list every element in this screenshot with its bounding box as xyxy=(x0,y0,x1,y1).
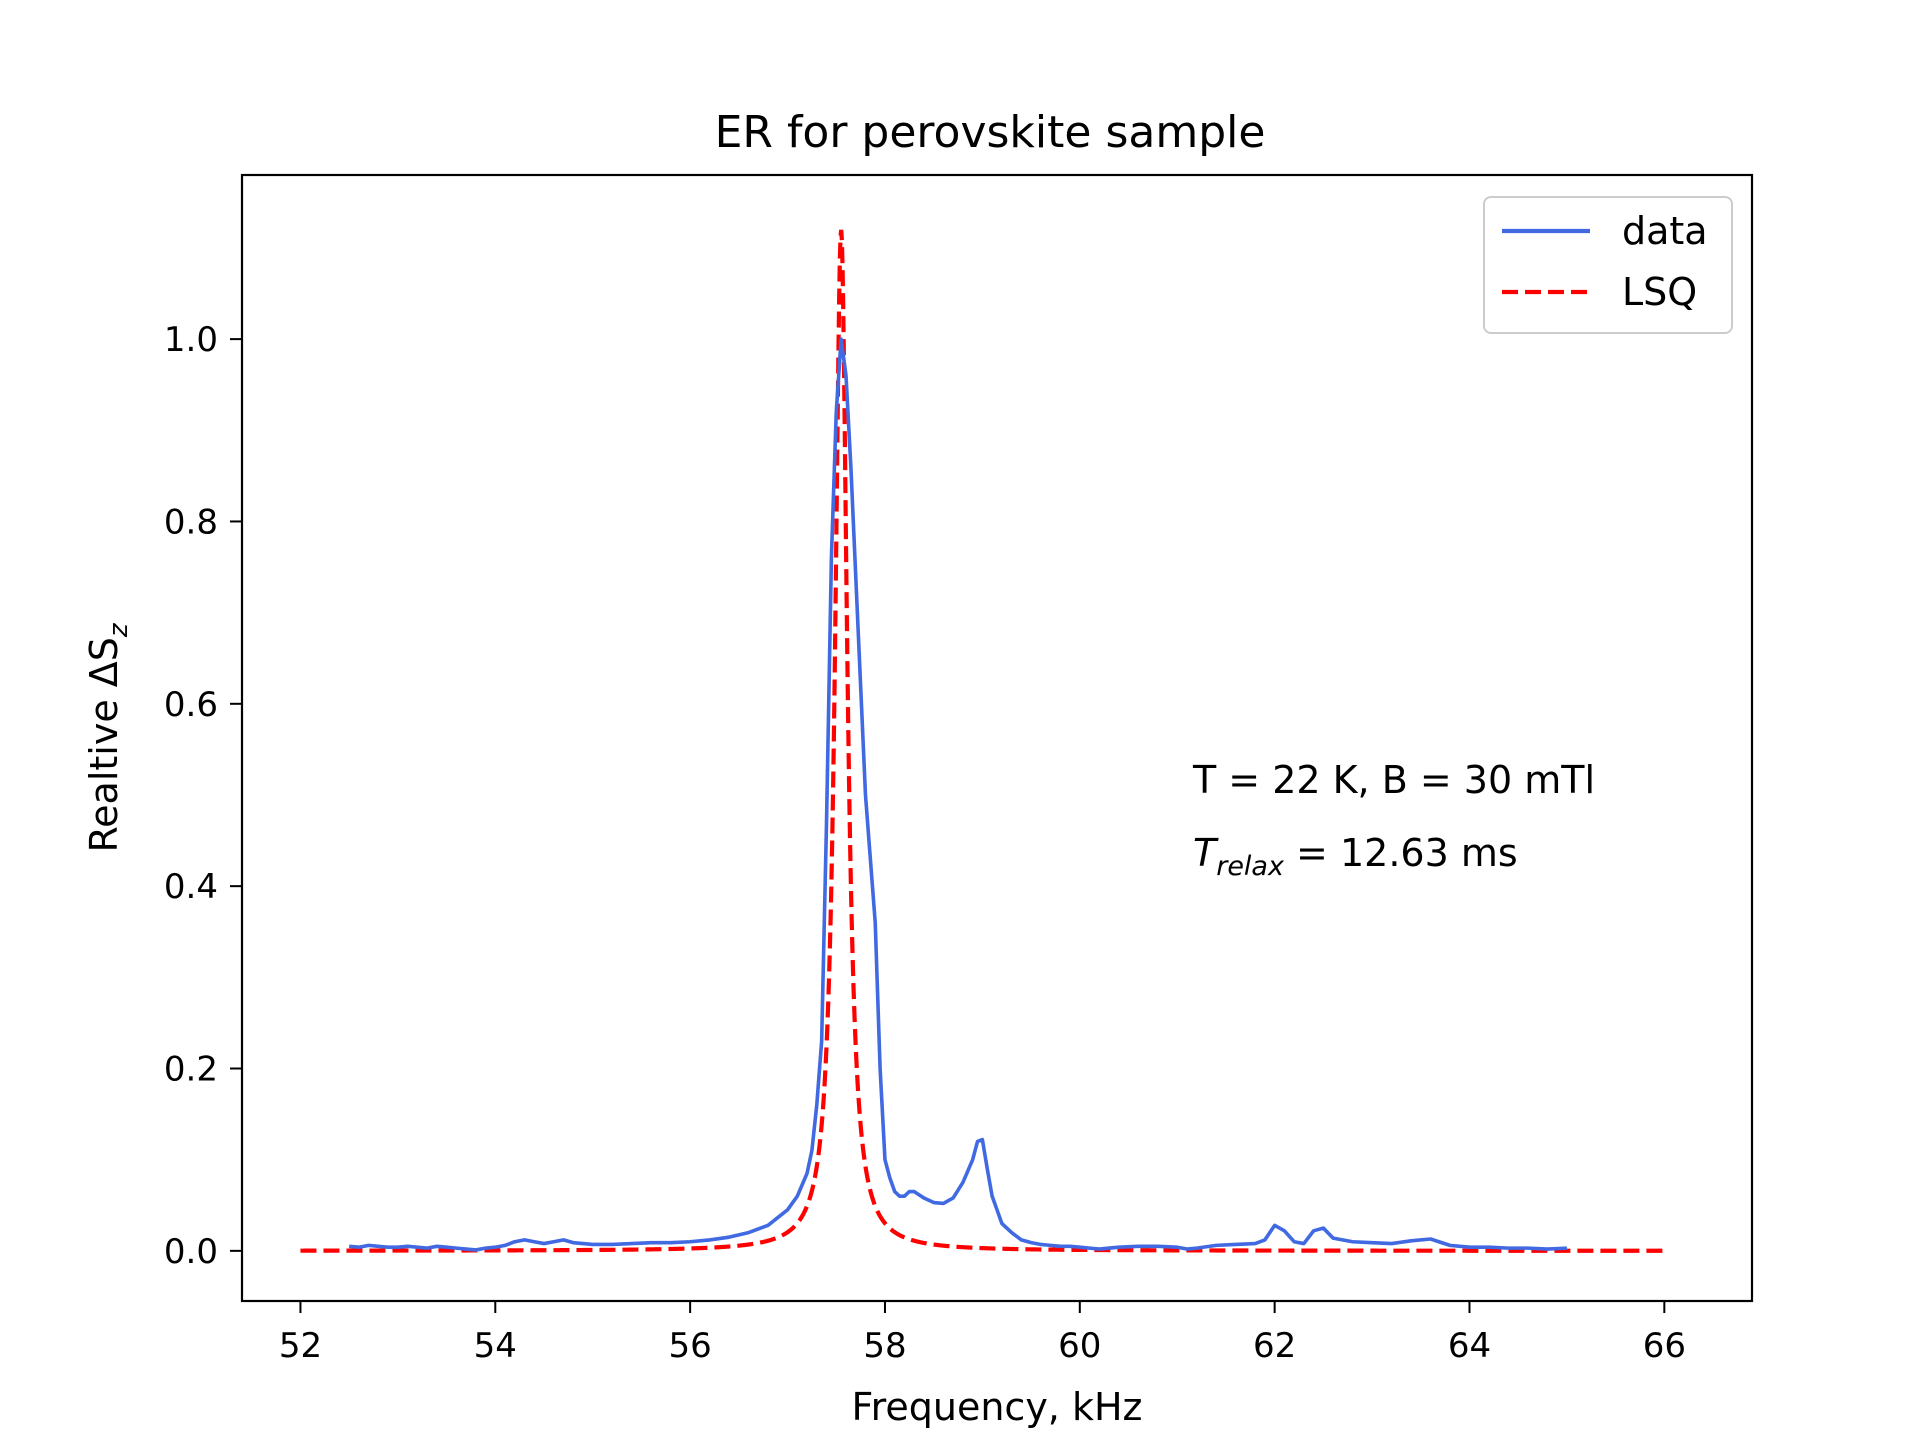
annotation-line-2-main: T xyxy=(1193,831,1219,875)
series-layer xyxy=(300,229,1665,1253)
x-axis-label: Frequency, kHz xyxy=(852,1385,1143,1429)
x-axis-ticks: 52 54 56 58 60 62 64 66 xyxy=(279,1301,1686,1366)
x-tick-label: 64 xyxy=(1448,1326,1491,1366)
plot-area: 52 54 56 58 60 62 64 66 0.0 0.2 0.4 0.6 0.8 1.0 xyxy=(164,173,1754,1366)
series-lsq-line xyxy=(300,229,1665,1253)
y-axis-label-main: Realtive ΔS xyxy=(82,637,126,852)
x-tick-label: 52 xyxy=(279,1326,322,1366)
x-tick-label: 54 xyxy=(474,1326,517,1366)
y-axis-ticks: 0.0 0.2 0.4 0.6 0.8 1.0 xyxy=(164,320,242,1272)
annotation-line-2-rest: = 12.63 ms xyxy=(1284,831,1518,875)
x-tick-label: 62 xyxy=(1253,1326,1296,1366)
y-tick-label: 0.2 xyxy=(164,1050,218,1090)
y-tick-label: 1.0 xyxy=(164,320,218,360)
y-tick-label: 0.6 xyxy=(164,685,218,725)
y-axis-label-subscript: z xyxy=(104,622,134,638)
y-tick-label: 0.4 xyxy=(164,867,218,907)
plot-frame xyxy=(240,173,1754,1303)
x-tick-label: 58 xyxy=(863,1326,906,1366)
y-axis-label: Realtive ΔSz xyxy=(82,622,134,852)
annotation: T = 22 K, B = 30 mTl Trelax = 12.63 ms xyxy=(1192,758,1595,882)
y-tick-label: 0.8 xyxy=(164,502,218,542)
annotation-line-2: Trelax = 12.63 ms xyxy=(1193,831,1518,882)
x-tick-label: 60 xyxy=(1058,1326,1101,1366)
y-tick-label: 0.0 xyxy=(164,1232,218,1272)
legend-label-lsq: LSQ xyxy=(1622,270,1697,314)
annotation-line-2-subscript: relax xyxy=(1216,851,1285,882)
x-tick-label: 66 xyxy=(1643,1326,1686,1366)
series-data-line xyxy=(348,337,1567,1252)
annotation-line-1: T = 22 K, B = 30 mTl xyxy=(1192,758,1595,802)
chart-title: ER for perovskite sample xyxy=(715,107,1266,158)
x-tick-label: 56 xyxy=(668,1326,711,1366)
legend-label-data: data xyxy=(1622,209,1708,253)
legend: data LSQ xyxy=(1483,196,1733,334)
